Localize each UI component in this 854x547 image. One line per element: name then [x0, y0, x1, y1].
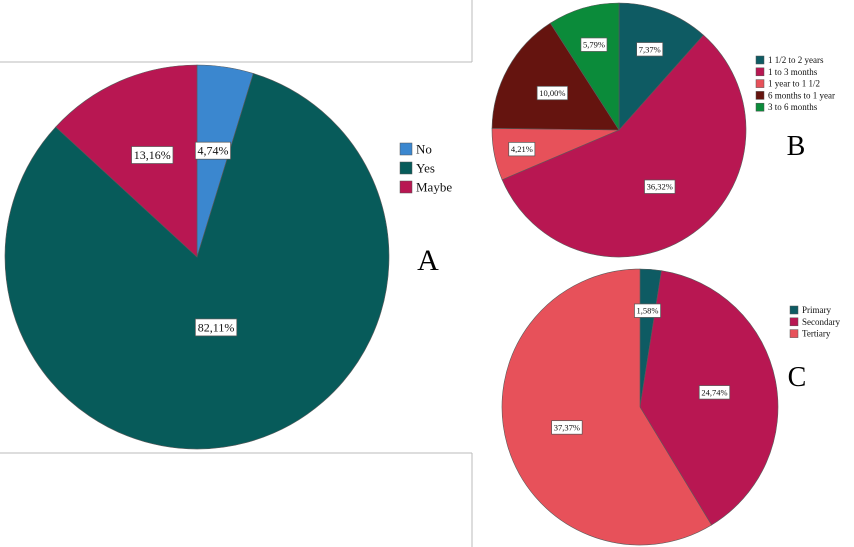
legend: No Yes Maybe — [399, 142, 452, 195]
pie-slice-1-to-3-months — [501, 34, 747, 258]
legend-swatch — [755, 102, 765, 112]
data-label-box — [580, 37, 608, 52]
data-label: 1,58% — [634, 303, 661, 318]
legend-swatch — [755, 67, 765, 77]
legend-label: Maybe — [416, 180, 452, 195]
pie-slice-yes — [4, 73, 390, 450]
data-label-text: 7,37% — [639, 44, 661, 54]
data-label: 36,32% — [644, 179, 676, 194]
data-label: 13,16% — [131, 146, 174, 164]
data-label: 24,74% — [698, 385, 731, 400]
legend-label: Yes — [416, 161, 435, 176]
pie-chart-c: 1,58% 24,74% 37,37% Primary Secondary Tertiar… — [501, 268, 840, 546]
data-label: 4,21% — [508, 142, 536, 157]
panel-letter-a: A — [417, 244, 439, 277]
legend-label: 3 to 6 months — [768, 102, 818, 112]
panel-letter-c: C — [788, 362, 807, 393]
legend-label: No — [416, 142, 432, 157]
data-label-text: 24,74% — [701, 387, 727, 397]
data-label-box — [636, 42, 664, 57]
legend-swatch — [789, 317, 799, 327]
data-label-text: 37,37% — [554, 422, 580, 432]
data-label-box — [536, 85, 568, 101]
legend-swatch — [789, 305, 799, 315]
legend-label: Secondary — [802, 317, 840, 327]
data-label-text: 13,16% — [134, 148, 171, 162]
pie-slice-maybe — [55, 64, 198, 258]
legend-label: Primary — [802, 305, 831, 315]
data-label: 10,00% — [536, 85, 568, 101]
data-label-text: 36,32% — [647, 182, 673, 192]
data-label: 5,79% — [580, 37, 608, 52]
legend-swatch — [755, 79, 765, 88]
legend: Primary Secondary Tertiary — [789, 305, 840, 339]
data-label: 4,74% — [195, 141, 231, 160]
legend-swatch — [399, 180, 413, 194]
legend-swatch — [399, 142, 413, 156]
data-label-text: 4,21% — [511, 144, 533, 154]
legend-swatch — [755, 55, 765, 65]
pie-chart-b: 7,37% 36,32% 4,21% 10,00% 5,79% 1 1/2 to 2 ye… — [491, 2, 835, 258]
legend-label: 1 year to 1 1/2 — [768, 79, 820, 89]
data-label: 82,11% — [195, 318, 238, 337]
panel-frame — [0, 0, 473, 547]
data-label-text: 82,11% — [198, 320, 235, 334]
pie-chart-a: 4,74% 82,11% 13,16% No Yes Maybe — [4, 64, 452, 450]
legend-swatch — [399, 161, 413, 175]
data-label-box — [508, 142, 536, 157]
legend-label: 1 to 3 months — [768, 67, 818, 77]
data-label-text: 4,74% — [197, 144, 228, 158]
data-label-box — [551, 420, 583, 435]
data-label-box — [644, 179, 676, 194]
data-label-box — [698, 385, 731, 400]
panel-letter-b: B — [787, 131, 806, 162]
legend-label: Tertiary — [802, 329, 831, 339]
data-label-box — [195, 318, 238, 337]
data-label-box — [131, 146, 174, 164]
pie-slice-tertiary — [501, 268, 712, 546]
legend-label: 6 months to 1 year — [768, 90, 835, 100]
legend-label: 1 1/2 to 2 years — [768, 55, 824, 65]
pie-slice-6-months-to-1-year — [491, 22, 620, 131]
data-label-text: 10,00% — [539, 88, 565, 98]
pie-slice-1-1-2-to-2-years — [618, 2, 704, 131]
data-label-box — [195, 141, 231, 160]
data-label-text: 5,79% — [583, 40, 605, 50]
legend-swatch — [755, 91, 765, 100]
data-label: 37,37% — [551, 420, 583, 435]
legend-swatch — [789, 329, 799, 338]
data-label-box — [634, 303, 661, 318]
pie-slice-3-to-6-months — [549, 2, 620, 132]
data-label: 7,37% — [636, 42, 664, 57]
data-label-text: 1,58% — [637, 306, 659, 316]
legend: 1 1/2 to 2 years 1 to 3 months 1 year to 1… — [755, 55, 835, 112]
